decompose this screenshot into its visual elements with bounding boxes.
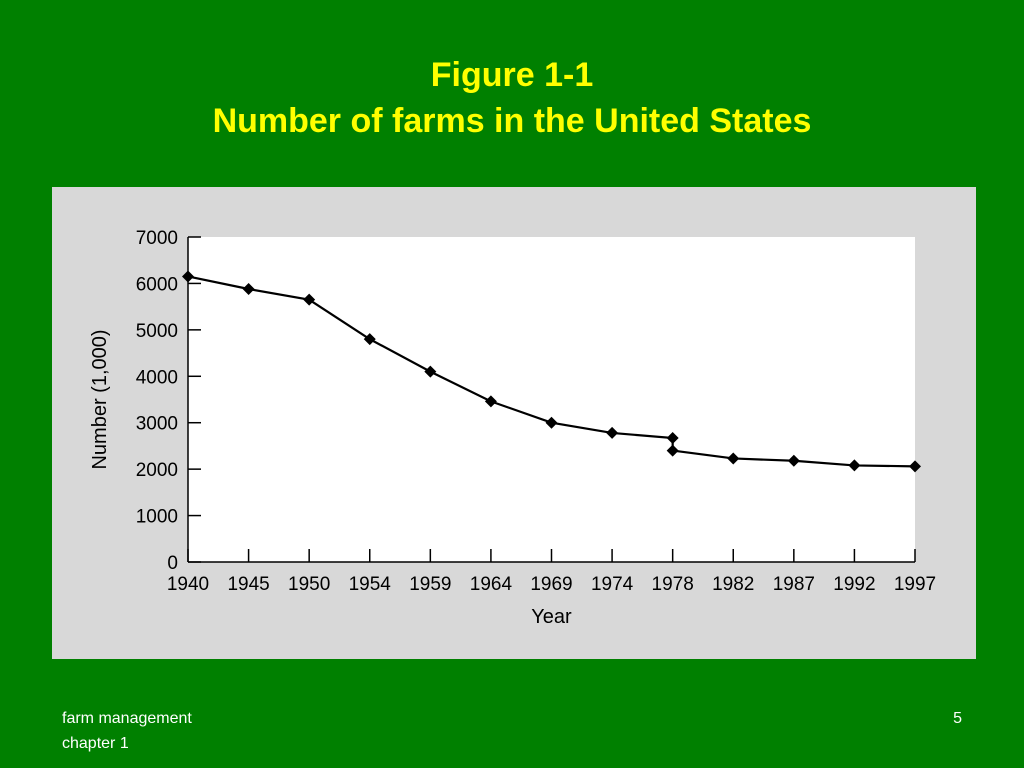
data-point-marker: [848, 459, 861, 472]
x-tick-label: 1964: [470, 574, 513, 595]
y-tick-label: 5000: [136, 321, 178, 342]
data-point-marker: [727, 452, 740, 465]
data-point-marker: [666, 432, 679, 445]
x-tick-label: 1974: [591, 574, 634, 595]
line-chart: 0 1000 2000 3000 4000 5000 6000 7000 1940 1945 195…: [89, 228, 936, 628]
x-tick-label: 1978: [652, 574, 694, 595]
x-tick-label: 1959: [409, 574, 451, 595]
data-point-marker: [363, 333, 376, 346]
data-point-marker: [666, 444, 679, 457]
x-tick-label: 1997: [894, 574, 936, 595]
y-tick-label: 2000: [136, 460, 178, 481]
data-point-marker: [606, 426, 619, 439]
y-tick-label: 1000: [136, 507, 178, 528]
y-tick-label: 0: [167, 553, 178, 574]
data-point-marker: [182, 270, 194, 283]
y-tick-label: 7000: [136, 228, 178, 249]
x-tick-label: 1992: [833, 574, 875, 595]
x-tick-label: 1940: [167, 574, 209, 595]
x-tick-label: 1954: [349, 574, 392, 595]
x-tick-label: 1945: [227, 574, 269, 595]
y-axis-title: Number (1,000): [89, 329, 111, 469]
footer-course: farm management chapter 1: [62, 706, 192, 756]
x-axis-title: Year: [531, 606, 572, 628]
y-tick-label: 3000: [136, 414, 178, 435]
slide-title: Figure 1-1 Number of farms in the United…: [0, 52, 1024, 144]
chart-panel: 0 1000 2000 3000 4000 5000 6000 7000 1940 1945 195…: [52, 187, 976, 659]
x-tick-label: 1987: [773, 574, 815, 595]
footer-course-name: farm management: [62, 710, 192, 727]
series-line: [187, 275, 916, 468]
figure-label: Figure 1-1: [430, 56, 594, 94]
figure-caption: Number of farms in the United States: [212, 102, 812, 140]
data-point-marker: [545, 416, 558, 429]
x-tick-label: 1982: [712, 574, 754, 595]
page-number: 5: [953, 710, 962, 727]
data-point-marker: [242, 283, 255, 295]
data-point-marker: [484, 395, 497, 408]
footer-chapter: chapter 1: [62, 735, 129, 752]
data-point-marker: [424, 365, 437, 378]
y-tick-label: 4000: [136, 367, 178, 388]
x-tick-label: 1950: [288, 574, 330, 595]
plot-area: [188, 237, 915, 562]
data-point-marker: [787, 454, 800, 467]
data-point-marker: [303, 293, 316, 306]
data-point-marker: [909, 460, 921, 473]
y-tick-label: 6000: [136, 274, 178, 295]
x-tick-label: 1969: [530, 574, 572, 595]
